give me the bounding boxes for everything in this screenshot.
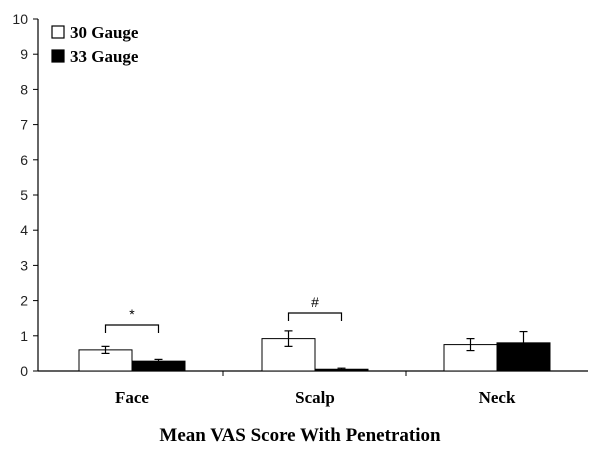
- category-label: Face: [115, 388, 149, 407]
- legend-label: 30 Gauge: [70, 23, 139, 42]
- y-tick-label: 9: [20, 46, 28, 62]
- y-ticks: 0 1 2 3 4 5 6 7 8 9 10: [12, 11, 38, 379]
- chart-title: Mean VAS Score With Penetration: [159, 425, 441, 446]
- category-labels: Face Scalp Neck: [115, 388, 516, 407]
- y-tick-label: 3: [20, 257, 28, 273]
- significance-marker: #: [311, 294, 319, 310]
- legend-swatch: [51, 25, 65, 39]
- y-tick-label: 7: [20, 117, 28, 133]
- legend-label: 33 Gauge: [70, 47, 139, 66]
- y-tick-label: 6: [20, 152, 28, 168]
- y-tick-label: 4: [20, 222, 28, 238]
- significance-brackets: *#: [104, 294, 343, 333]
- y-tick-label: 8: [20, 81, 28, 97]
- legend-swatch: [51, 49, 65, 63]
- y-tick-label: 0: [20, 363, 28, 379]
- bars: [78, 330, 551, 372]
- y-tick-label: 10: [12, 11, 28, 27]
- significance-marker: *: [129, 306, 135, 322]
- axes: [37, 19, 588, 376]
- significance-bracket: [104, 324, 160, 333]
- y-tick-label: 5: [20, 187, 28, 203]
- y-tick-label: 1: [20, 328, 28, 344]
- y-tick-label: 2: [20, 293, 28, 309]
- legend: 30 Gauge 33 Gauge: [51, 23, 139, 66]
- significance-bracket: [287, 312, 343, 321]
- category-label: Scalp: [295, 388, 335, 407]
- category-label: Neck: [479, 388, 516, 407]
